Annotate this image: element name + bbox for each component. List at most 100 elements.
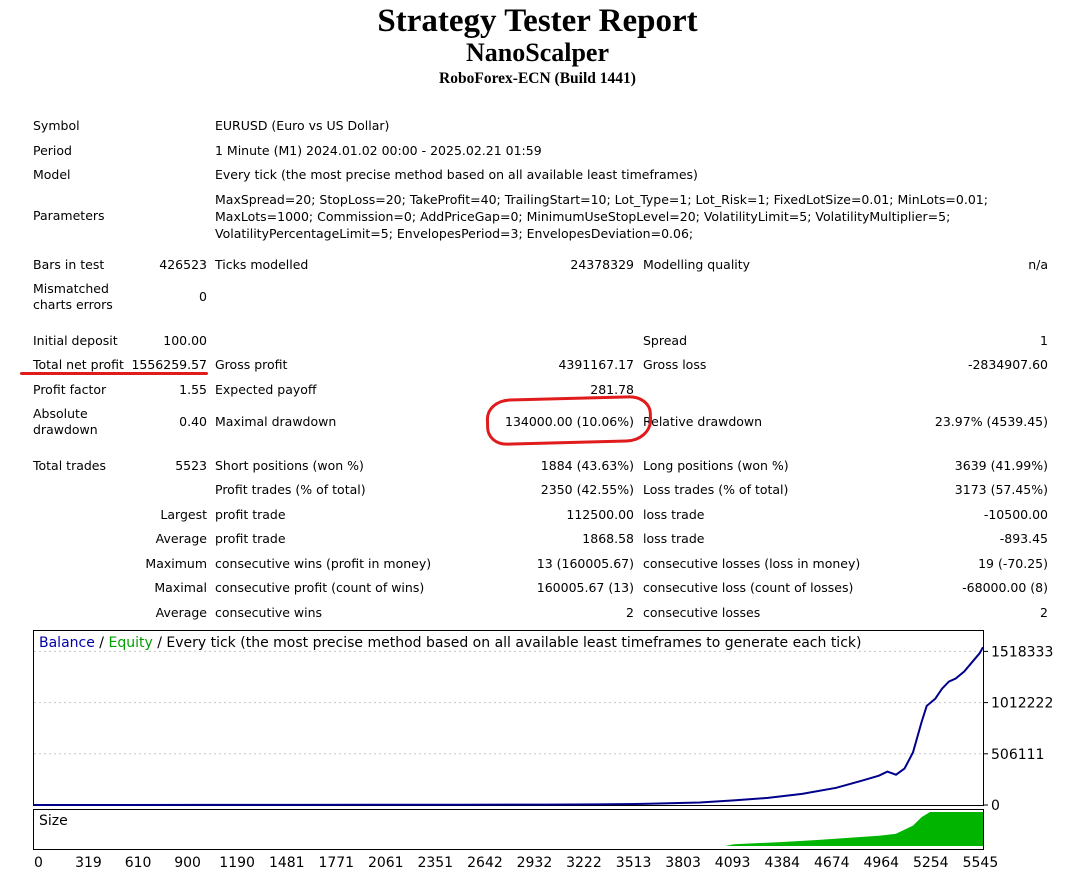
rel-dd-value: 23.97% (4539.45) <box>934 414 1048 429</box>
gross-loss-value: -2834907.60 <box>967 357 1048 372</box>
long-label: Long positions (won %) <box>643 458 789 473</box>
bars-label: Bars in test <box>33 257 105 272</box>
x-tick-label: 0 <box>34 855 43 870</box>
x-tick-label: 2932 <box>517 855 553 870</box>
maximum-label: Maximum <box>145 556 207 571</box>
strategy-name: NanoScalper <box>466 38 609 67</box>
short-label: Short positions (won %) <box>215 458 364 473</box>
legend-sep1: / <box>95 635 109 651</box>
maximal-cons-profit-label: consecutive profit (count of wins) <box>215 580 425 595</box>
max-cons-wins-label: consecutive wins (profit in money) <box>215 556 432 571</box>
loss-trades-label: Loss trades (% of total) <box>643 482 789 497</box>
spread-value: 1 <box>1040 333 1048 348</box>
x-tick-label: 319 <box>75 855 102 870</box>
net-profit-label: Total net profit <box>33 357 124 372</box>
x-tick-label: 5254 <box>913 855 949 870</box>
gross-profit-label: Gross profit <box>215 357 288 372</box>
chart-legend: Balance / Equity / Every tick (the most … <box>39 635 861 651</box>
total-trades-value: 5523 <box>175 458 207 473</box>
x-tick-label: 1771 <box>318 855 354 870</box>
ticks-label: Ticks modelled <box>215 257 309 272</box>
profit-factor-label: Profit factor <box>33 382 107 397</box>
net-profit-value: 1556259.57 <box>131 357 207 372</box>
legend-rest: Every tick (the most precise method base… <box>166 635 861 651</box>
y-tick-label: 1518333 <box>991 644 1053 660</box>
average-profit-label: profit trade <box>215 531 286 546</box>
avg-cons-losses-value: 2 <box>1040 605 1048 620</box>
x-tick-label: 610 <box>125 855 152 870</box>
model-label: Model <box>33 167 71 182</box>
x-tick-label: 3803 <box>665 855 701 870</box>
deposit-label: Initial deposit <box>33 333 118 348</box>
average-loss-label: loss trade <box>643 531 705 546</box>
red-underline-annotation <box>20 372 208 375</box>
symbol-value: EURUSD (Euro vs US Dollar) <box>215 118 390 133</box>
symbol-label: Symbol <box>33 118 80 133</box>
spread-label: Spread <box>643 333 688 348</box>
max-dd-value: 134000.00 (10.06%) <box>505 414 634 429</box>
x-tick-label: 3513 <box>616 855 652 870</box>
size-area <box>34 812 983 846</box>
gross-loss-label: Gross loss <box>643 357 707 372</box>
red-circle-annotation <box>485 394 653 447</box>
mismatch-label-2: charts errors <box>33 297 113 312</box>
largest-label: Largest <box>160 507 207 522</box>
x-axis-ticks: 0 319 610 900 1190 1481 1771 2061 2351 2642 2932 32… <box>34 855 999 871</box>
x-tick-label: 4384 <box>764 855 800 870</box>
maximal-cons-loss-label: consecutive loss (count of losses) <box>643 580 854 595</box>
quality-value: n/a <box>1028 257 1048 272</box>
profit-trades-value: 2350 (42.55%) <box>540 482 634 497</box>
abs-dd-label-2: drawdown <box>33 422 98 437</box>
x-tick-label: 4964 <box>863 855 899 870</box>
maximal-cons-profit-value: 160005.67 (13) <box>536 580 634 595</box>
max-cons-losses-value: 19 (-70.25) <box>978 556 1048 571</box>
y-tick-label: 1012222 <box>991 696 1053 712</box>
profit-trades-label: Profit trades (% of total) <box>215 482 366 497</box>
deposit-value: 100.00 <box>163 333 207 348</box>
average-profit-value: 1868.58 <box>582 531 634 546</box>
period-value: 1 Minute (M1) 2024.01.02 00:00 - 2025.02… <box>215 143 542 158</box>
avg-cons-losses-label: consecutive losses <box>643 605 761 620</box>
avg-cons-wins-label: consecutive wins <box>215 605 323 620</box>
y-tick-label: 0 <box>991 798 1000 814</box>
maximal-label: Maximal <box>154 580 207 595</box>
x-tick-label: 5545 <box>963 855 999 870</box>
parameters-value: MaxSpread=20; StopLoss=20; TakeProfit=40… <box>215 192 988 241</box>
y-axis-ticks: 1518333 1012222 506111 0 <box>983 644 1053 814</box>
x-tick-label: 900 <box>174 855 201 870</box>
total-trades-label: Total trades <box>33 458 107 473</box>
report-title: Strategy Tester Report <box>377 3 698 39</box>
quality-label: Modelling quality <box>643 257 751 272</box>
short-value: 1884 (43.63%) <box>540 458 634 473</box>
largest-profit-label: profit trade <box>215 507 286 522</box>
avg-cons-wins-value: 2 <box>626 605 634 620</box>
x-tick-label: 3222 <box>566 855 602 870</box>
main-panel-frame <box>33 630 984 806</box>
broker-build: RoboForex-ECN (Build 1441) <box>439 70 636 87</box>
largest-profit-value: 112500.00 <box>566 507 634 522</box>
legend-balance: Balance <box>39 635 95 651</box>
legend-sep2: / <box>153 635 167 651</box>
maximal-cons-loss-value: -68000.00 (8) <box>962 580 1048 595</box>
y-tick-label: 506111 <box>991 747 1044 763</box>
mismatch-value: 0 <box>199 289 207 304</box>
average2-label: Average <box>155 605 207 620</box>
largest-loss-value: -10500.00 <box>983 507 1048 522</box>
expected-payoff-label: Expected payoff <box>215 382 317 397</box>
x-tick-label: 1190 <box>219 855 255 870</box>
period-label: Period <box>33 143 72 158</box>
mismatch-label-1: Mismatched <box>33 281 109 296</box>
model-value: Every tick (the most precise method base… <box>215 167 698 182</box>
long-value: 3639 (41.99%) <box>954 458 1048 473</box>
ticks-value: 24378329 <box>570 257 634 272</box>
max-dd-label: Maximal drawdown <box>215 414 337 429</box>
x-tick-label: 2061 <box>368 855 404 870</box>
max-cons-losses-label: consecutive losses (loss in money) <box>643 556 861 571</box>
x-tick-label: 2351 <box>417 855 453 870</box>
average-label: Average <box>155 531 207 546</box>
parameters-label: Parameters <box>33 208 105 223</box>
loss-trades-value: 3173 (57.45%) <box>954 482 1048 497</box>
horizontal-gridlines <box>34 650 983 755</box>
x-tick-label: 2642 <box>467 855 503 870</box>
gross-profit-value: 4391167.17 <box>558 357 634 372</box>
